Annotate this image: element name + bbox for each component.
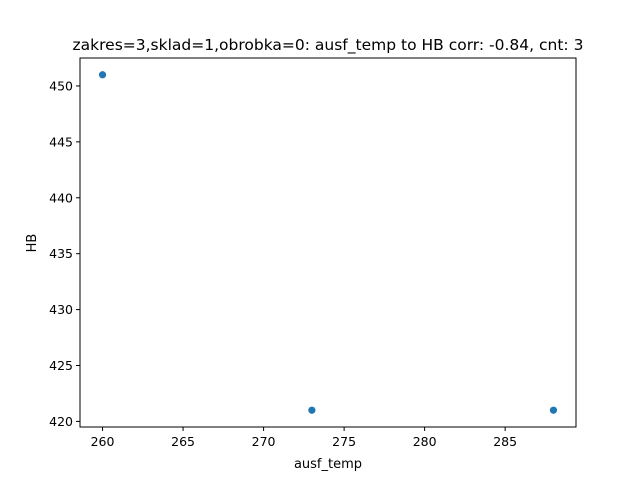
y-axis-label: HB [25,234,40,253]
y-tick-label: 435 [49,246,73,261]
x-tick-label: 265 [171,434,195,449]
x-tick-label: 270 [252,434,276,449]
y-tick-label: 445 [49,134,73,149]
plot-frame [79,57,577,428]
y-tick-label: 440 [49,190,73,205]
chart-title: zakres=3,sklad=1,obrobka=0: ausf_temp to… [73,36,584,55]
x-tick-label: 260 [91,434,115,449]
x-tick-label: 275 [332,434,356,449]
y-tick-label: 425 [49,358,73,373]
x-axis-label: ausf_temp [294,457,362,472]
x-tick-label: 280 [413,434,437,449]
data-point [98,71,107,79]
y-tick-label: 450 [49,78,73,93]
y-tick-label: 430 [49,302,73,317]
y-tick-label: 420 [49,414,73,429]
plot-area: 260 265 270 275 280 285 420 425 430 435 440 445 450 [49,57,577,449]
x-tick-label: 285 [493,434,517,449]
data-point [549,406,558,414]
data-point [308,406,316,414]
